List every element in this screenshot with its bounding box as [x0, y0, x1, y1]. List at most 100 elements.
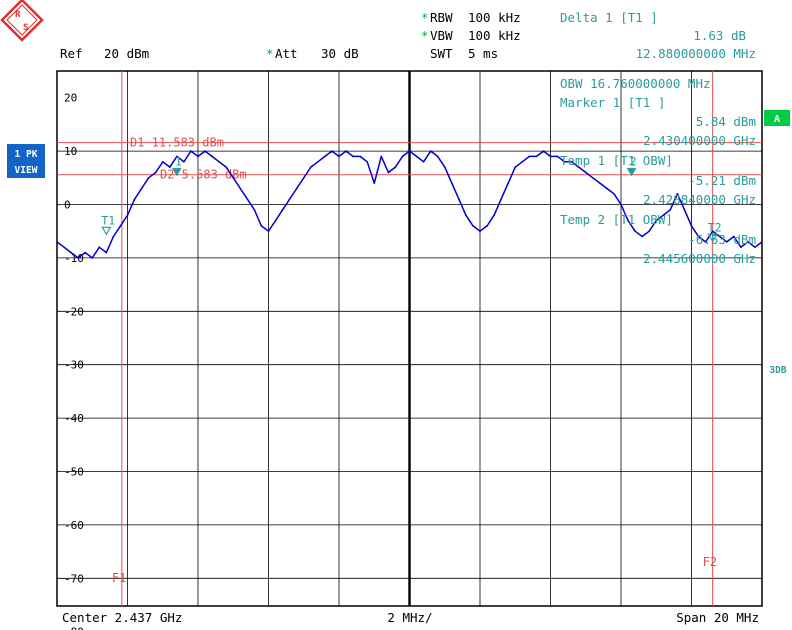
trace-point — [535, 155, 538, 158]
trace-point — [317, 160, 319, 163]
trace-point — [239, 187, 242, 190]
trace-point — [683, 209, 686, 211]
trace-point — [302, 177, 305, 179]
marker-1[interactable]: 1 — [171, 154, 182, 177]
trace-point — [493, 214, 495, 216]
trace-point — [338, 155, 340, 158]
y-tick-label: 20 — [64, 92, 77, 105]
trace-point — [704, 241, 707, 243]
y-tick-label: -10 — [64, 252, 84, 265]
trace-point — [472, 225, 474, 227]
trace-point — [394, 166, 397, 168]
marker-label: T2 — [708, 220, 722, 234]
trace-point — [63, 246, 65, 249]
trace-point — [556, 155, 559, 158]
trace-point — [352, 155, 354, 158]
delta-title: Delta 1 [T1 ] — [560, 10, 658, 25]
trace-point — [655, 219, 658, 222]
span: Span 20 MHz — [676, 610, 759, 625]
3db-label: 3DB — [769, 365, 786, 376]
trace-point — [295, 187, 298, 190]
marker-symbol — [626, 167, 637, 177]
rbw-label: RBW — [430, 10, 453, 25]
trace-point — [218, 160, 220, 163]
y-tick-labels: 20 10 0 -10 -20 -30 -40 -50 -60 -70 -80 — [64, 92, 84, 630]
trace-point — [331, 150, 333, 152]
trace-point — [204, 150, 206, 152]
trace-point — [563, 160, 566, 163]
trace-point — [183, 160, 185, 163]
trace-point — [549, 155, 552, 158]
trace-point — [345, 150, 347, 152]
trace-point — [366, 160, 369, 163]
trace-point — [584, 171, 587, 174]
trace-mode-line1: 1 PK — [15, 149, 38, 160]
reference-lines: D1 11.583 dBm D2 5.583 dBm F1 F2 — [57, 71, 762, 606]
y-tick-label: 0 — [64, 199, 71, 212]
trace-point — [662, 214, 665, 216]
trace-point — [648, 230, 650, 232]
trace-point — [98, 246, 101, 249]
marker-t1[interactable]: T1 — [101, 213, 115, 236]
trace-point — [486, 225, 488, 227]
trace-point — [112, 235, 115, 238]
y-tick-label: -20 — [64, 305, 84, 318]
swt-label: SWT — [430, 46, 453, 61]
trace-point — [359, 155, 361, 158]
vbw-label: VBW — [430, 28, 453, 43]
trace-point — [147, 177, 150, 179]
display-line-label-2: D2 5.583 dBm — [160, 168, 247, 182]
trace-point — [458, 198, 460, 200]
trace-point — [310, 166, 312, 168]
readout-line-7: 2.428840000 GHz — [643, 192, 756, 207]
trace-point — [570, 160, 573, 163]
marker-label: T1 — [101, 213, 115, 227]
trace-point — [754, 246, 756, 249]
trace-point — [443, 166, 446, 168]
trace-point — [718, 235, 721, 238]
trace-point — [528, 155, 531, 158]
trace-point — [429, 150, 432, 152]
trace-point — [70, 251, 72, 254]
trace-point — [465, 214, 467, 216]
trace-point — [197, 155, 199, 158]
y-tick-label: 10 — [64, 145, 77, 158]
rbw-value: 100 kHz — [468, 10, 521, 25]
frequency-line-label-f2: F2 — [703, 555, 717, 569]
vbw-value: 100 kHz — [468, 28, 521, 43]
readout-line-2: Marker 1 [T1 ] — [560, 95, 665, 110]
trace-point — [599, 182, 601, 184]
trace-point — [190, 150, 192, 152]
trace-mode-line2: VIEW — [15, 165, 38, 176]
marker-symbol — [707, 233, 718, 243]
trace-point — [232, 177, 235, 179]
trace-point — [436, 155, 439, 158]
readout-line-1: OBW 16.760000000 MHz — [560, 76, 711, 91]
header: * RBW 100 kHz * VBW 100 kHz SWT 5 ms Ref… — [60, 10, 756, 61]
trace-point — [620, 203, 622, 206]
swt-value: 5 ms — [468, 46, 498, 61]
marker-t2[interactable]: T2 — [707, 220, 722, 243]
readout-line-10: 2.445600000 GHz — [643, 251, 756, 266]
trace-point — [105, 251, 108, 254]
frequency-per-division: 2 MHz/ — [387, 610, 432, 625]
att-value: 30 dB — [321, 46, 359, 61]
trace-point — [507, 182, 510, 184]
trace-point — [274, 219, 277, 222]
trace-point — [676, 193, 679, 195]
trace-point — [479, 230, 481, 232]
trace-point — [697, 235, 700, 238]
grid — [57, 71, 762, 606]
trace-point — [387, 171, 390, 174]
trace-point — [401, 155, 404, 158]
trace-point — [408, 150, 411, 152]
trace-point — [56, 241, 58, 243]
trace-point — [169, 166, 171, 168]
trace-point — [542, 150, 545, 152]
att-label: Att — [275, 46, 298, 61]
y-tick-label: -60 — [64, 519, 84, 532]
ref-label: Ref — [60, 46, 83, 61]
trace-point — [592, 177, 594, 179]
trace-mode-badge: 1 PK VIEW — [7, 144, 45, 178]
marker-2[interactable]: 2 — [626, 154, 637, 177]
